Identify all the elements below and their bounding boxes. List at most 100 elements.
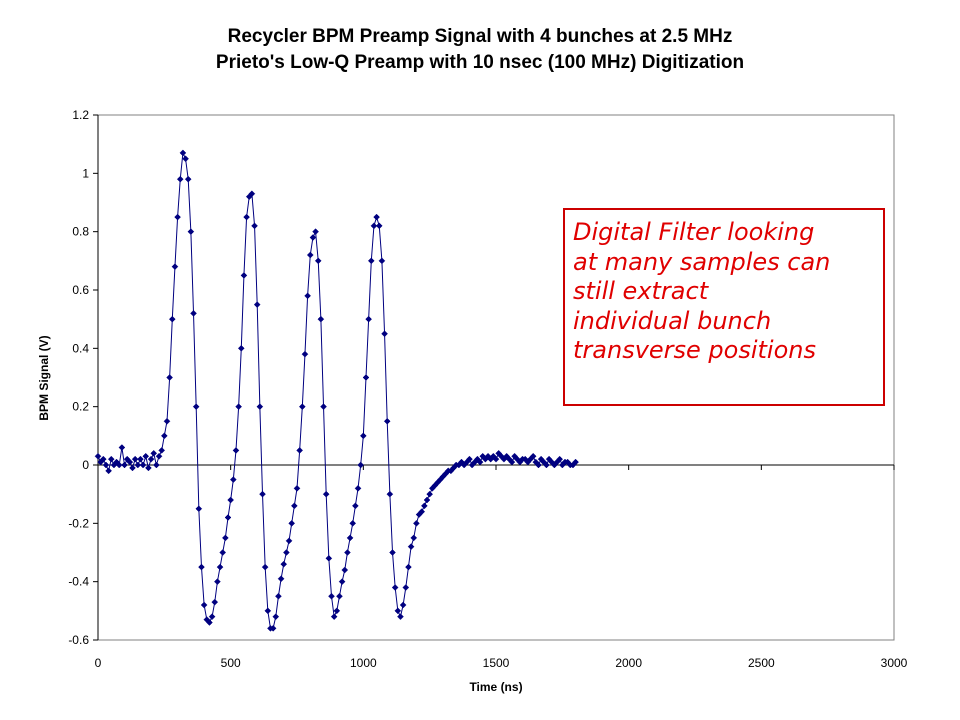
data-point — [139, 461, 147, 469]
data-point — [296, 447, 304, 454]
data-point — [208, 613, 216, 621]
data-point — [290, 502, 298, 510]
data-point — [354, 484, 362, 492]
data-point — [179, 149, 187, 157]
data-point — [320, 403, 327, 411]
data-point — [160, 432, 168, 440]
y-axis-label: BPM Signal (V) — [37, 335, 51, 420]
annotation-line: Digital Filter looking — [573, 218, 815, 246]
data-point — [240, 272, 248, 279]
x-axis-label: Time (ns) — [469, 680, 522, 694]
data-point — [421, 502, 428, 510]
data-point — [211, 598, 219, 606]
data-point — [362, 374, 370, 381]
data-point — [129, 464, 136, 472]
data-point — [288, 519, 296, 527]
data-point — [535, 461, 542, 469]
data-point — [423, 496, 431, 504]
data-point — [330, 613, 338, 621]
data-point — [418, 508, 426, 516]
chart-title: Recycler BPM Preamp Signal with 4 bunche… — [227, 26, 733, 47]
data-point — [195, 505, 203, 513]
y-tick-label: 1 — [82, 166, 89, 180]
data-point — [349, 519, 357, 527]
data-point — [229, 476, 237, 483]
data-point — [147, 455, 155, 463]
data-point — [410, 534, 418, 542]
data-point — [389, 549, 396, 556]
y-tick-label: 0.8 — [72, 225, 89, 239]
data-point — [280, 560, 288, 568]
data-point — [314, 257, 322, 265]
data-point — [171, 263, 179, 271]
data-point — [272, 613, 280, 621]
data-point — [306, 251, 314, 259]
data-point — [275, 592, 282, 600]
data-point — [386, 490, 394, 498]
data-point — [293, 484, 301, 492]
data-point — [370, 222, 378, 230]
data-point — [466, 455, 473, 463]
data-point — [381, 330, 388, 338]
data-point — [251, 222, 258, 230]
data-point — [383, 417, 391, 425]
data-point — [301, 350, 309, 358]
data-point — [572, 458, 579, 466]
data-point — [346, 534, 354, 542]
data-point — [312, 228, 319, 236]
data-point — [222, 534, 229, 542]
data-point — [259, 490, 266, 498]
data-point — [298, 403, 306, 411]
annotation-line: at many samples can — [573, 247, 831, 276]
data-point — [187, 228, 195, 236]
data-point — [413, 519, 420, 527]
x-tick-label: 2000 — [615, 656, 642, 670]
data-point — [373, 213, 380, 221]
data-point — [248, 190, 256, 198]
x-tick-label: 2500 — [748, 656, 775, 670]
data-point — [174, 213, 181, 221]
data-point — [543, 461, 550, 469]
data-point — [198, 563, 205, 571]
data-point — [283, 549, 290, 556]
y-tick-label: -0.4 — [68, 575, 89, 589]
data-point — [126, 458, 134, 466]
annotation-line: transverse positions — [573, 336, 816, 364]
data-point — [235, 403, 242, 411]
y-tick-label: 1.2 — [72, 108, 89, 122]
x-tick-label: 1000 — [350, 656, 377, 670]
data-point — [237, 344, 245, 352]
data-point — [529, 452, 537, 460]
data-point — [176, 175, 184, 183]
data-point — [328, 592, 335, 600]
data-point — [397, 613, 404, 621]
data-point — [224, 514, 232, 521]
data-point — [137, 455, 144, 463]
y-tick-label: 0.6 — [72, 283, 89, 297]
data-point — [476, 458, 484, 466]
data-point — [214, 578, 221, 586]
data-point — [134, 461, 142, 469]
data-point — [99, 455, 107, 463]
data-point — [285, 537, 293, 545]
data-point — [333, 607, 341, 615]
data-point — [166, 374, 173, 381]
y-tick-label: 0.2 — [72, 400, 89, 414]
data-point — [341, 566, 349, 574]
data-point — [394, 607, 402, 615]
data-point — [102, 461, 110, 469]
x-tick-label: 1500 — [483, 656, 510, 670]
data-point — [227, 496, 235, 504]
data-point — [322, 490, 330, 498]
data-point — [200, 601, 208, 609]
data-point — [253, 301, 261, 308]
data-point — [219, 549, 227, 556]
annotation-box: Digital Filter looking at many samples c… — [563, 208, 885, 406]
data-point — [367, 257, 375, 265]
annotation-line: still extract — [573, 277, 709, 305]
data-point — [158, 447, 166, 454]
data-point — [391, 584, 399, 591]
data-point — [378, 257, 386, 265]
data-point — [338, 578, 346, 586]
data-point — [336, 592, 343, 600]
